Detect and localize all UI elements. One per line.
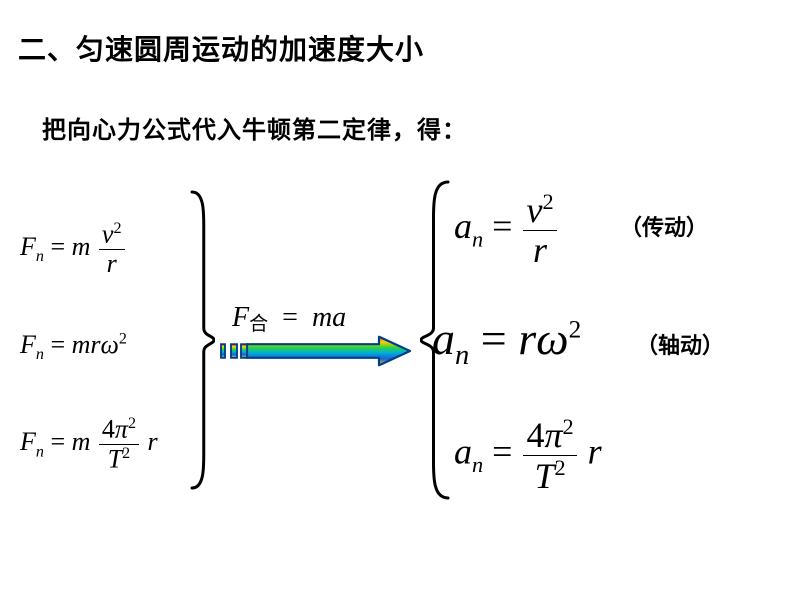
formula-fn-v2r: Fn = m v2r [20,220,127,278]
formula-fn-mrw2: Fn = mrω2 [20,330,127,364]
formula-an-v2r: an = v2r [454,190,559,270]
subheading-text: 把向心力公式代入牛顿第二定律，得： [42,110,467,145]
formula-fn-4pi2t2: Fn = m 4π2T2 r [20,415,158,473]
rainbow-arrow-icon [217,334,413,368]
label-zhoudong: （轴动） [636,328,724,360]
formula-newton-2: F合 = ma [232,302,346,336]
left-brace [190,190,215,490]
arrow-container [217,334,413,368]
label-chuandong: （传动） [620,210,708,242]
formula-an-4pi2t2: an = 4π2T2 r [454,415,602,496]
formula-an-rw2: an = rω2 [432,312,581,372]
section-heading: 二、匀速圆周运动的加速度大小 [18,28,424,68]
